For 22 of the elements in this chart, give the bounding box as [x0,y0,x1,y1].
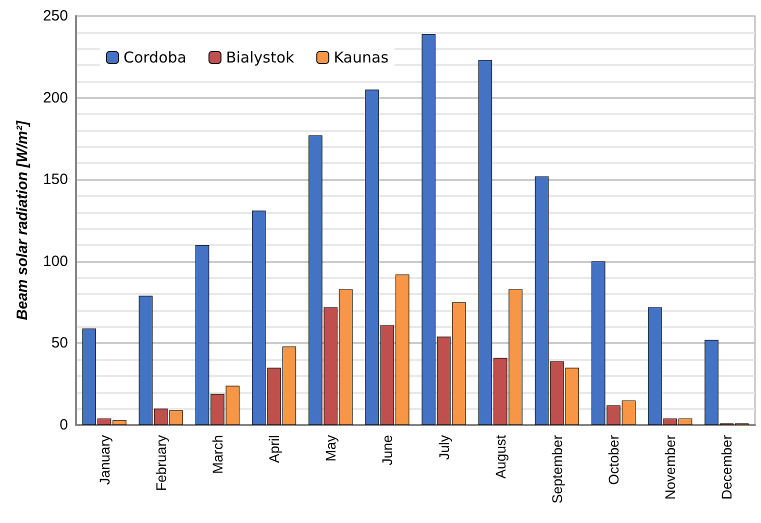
legend-label: Cordoba [124,48,186,66]
x-tick-label: January [96,435,112,485]
x-tick-label: July [436,435,452,460]
y-tick-label: 50 [51,334,68,352]
x-tick-label: December [718,434,735,500]
y-tick-label: 0 [60,416,68,434]
y-tick-label: 100 [42,252,68,270]
y-tick-label: 250 [42,8,68,24]
x-tick-label: May [322,435,339,462]
x-tick-label: September [548,434,565,504]
legend-label: Kaunas [334,48,389,66]
x-tick-label: June [379,434,396,466]
y-tick-label: 150 [42,171,68,188]
y-axis-title: Beam solar radiation [W/m²] [14,120,31,320]
x-tick-label: March [209,435,226,474]
legend-label: Bialystok [226,48,295,66]
x-tick-label: November [662,434,678,500]
x-tick-label: August [492,434,508,479]
x-tick-label: October [606,434,622,485]
x-tick-label: April [266,435,282,464]
y-tick-label: 200 [42,89,68,106]
x-tick-label: February [152,435,169,492]
